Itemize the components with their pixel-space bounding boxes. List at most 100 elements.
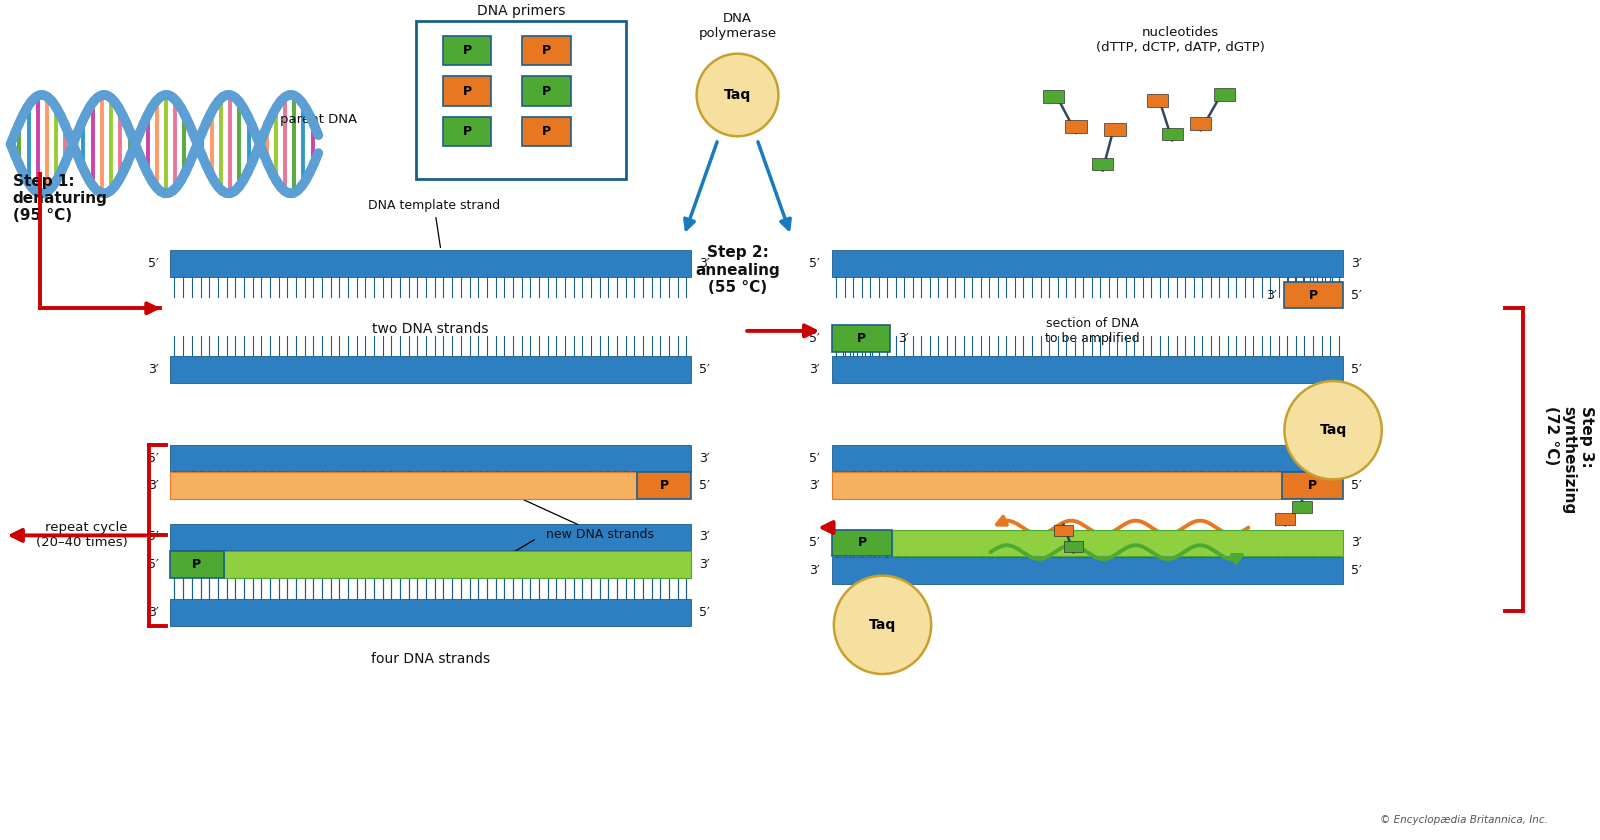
Text: 3′: 3′ xyxy=(147,606,158,619)
Text: 5′: 5′ xyxy=(1350,480,1362,492)
Text: P: P xyxy=(1309,480,1317,492)
Bar xyxy=(170,356,691,383)
Text: section of DNA
to be amplified: section of DNA to be amplified xyxy=(1045,317,1141,345)
Text: Taq: Taq xyxy=(869,618,896,632)
Bar xyxy=(1214,88,1235,101)
Text: Taq: Taq xyxy=(1320,423,1347,437)
Text: 3′: 3′ xyxy=(810,480,821,492)
Text: 3′: 3′ xyxy=(147,363,158,376)
Text: © Encyclopædia Britannica, Inc.: © Encyclopædia Britannica, Inc. xyxy=(1381,816,1549,826)
Bar xyxy=(170,523,691,550)
Text: 5′: 5′ xyxy=(1350,564,1362,577)
Bar xyxy=(170,445,691,471)
Text: P: P xyxy=(542,85,552,97)
Text: P: P xyxy=(462,85,472,97)
Text: DNA
polymerase: DNA polymerase xyxy=(699,12,776,39)
Text: P: P xyxy=(858,536,867,549)
Text: 5′: 5′ xyxy=(810,257,821,270)
Text: Step 2:
annealing
(55 °C): Step 2: annealing (55 °C) xyxy=(694,245,779,295)
Bar xyxy=(443,117,491,146)
Bar xyxy=(1064,540,1083,553)
Bar xyxy=(170,599,691,626)
Bar xyxy=(523,36,571,66)
Bar xyxy=(443,76,491,106)
Text: nucleotides
(dTTP, dCTP, dATP, dGTP): nucleotides (dTTP, dCTP, dATP, dGTP) xyxy=(1096,26,1264,54)
Text: 5′: 5′ xyxy=(1350,363,1362,376)
Text: repeat cycle
(20–40 times): repeat cycle (20–40 times) xyxy=(35,522,128,549)
Circle shape xyxy=(696,54,778,136)
Text: DNA template strand: DNA template strand xyxy=(368,199,501,248)
Bar xyxy=(832,445,1342,471)
Bar xyxy=(170,551,224,578)
Bar xyxy=(1054,525,1074,537)
Text: P: P xyxy=(542,45,552,57)
Bar xyxy=(170,250,691,277)
Bar xyxy=(1275,513,1294,525)
FancyBboxPatch shape xyxy=(416,21,626,179)
Bar xyxy=(1190,118,1211,130)
Text: 5′: 5′ xyxy=(1350,288,1362,302)
Text: 3′: 3′ xyxy=(1266,288,1277,302)
Bar xyxy=(224,551,691,578)
Text: 5′: 5′ xyxy=(147,530,158,543)
Text: P: P xyxy=(542,125,552,138)
Text: 3′: 3′ xyxy=(699,530,709,543)
Text: 3′: 3′ xyxy=(147,480,158,492)
Bar xyxy=(1293,501,1312,512)
Text: 3′: 3′ xyxy=(1350,257,1362,270)
Text: P: P xyxy=(659,480,669,492)
Text: 3′: 3′ xyxy=(699,257,709,270)
Bar xyxy=(1066,120,1086,133)
Text: 5′: 5′ xyxy=(699,480,709,492)
Bar xyxy=(637,472,691,499)
Bar xyxy=(1091,158,1114,171)
Text: P: P xyxy=(192,558,202,571)
Text: 3′: 3′ xyxy=(810,564,821,577)
Text: 5′: 5′ xyxy=(147,558,158,571)
Text: P: P xyxy=(462,125,472,138)
Text: 5′: 5′ xyxy=(699,363,709,376)
Bar xyxy=(443,36,491,66)
Bar xyxy=(1283,472,1342,499)
Text: two DNA strands: two DNA strands xyxy=(373,322,488,336)
Bar xyxy=(523,76,571,106)
Text: 5′: 5′ xyxy=(147,452,158,465)
Circle shape xyxy=(834,575,931,674)
Text: four DNA strands: four DNA strands xyxy=(371,653,490,666)
Text: Step 1:
denaturing
(95 °C): Step 1: denaturing (95 °C) xyxy=(13,174,107,223)
Bar xyxy=(523,117,571,146)
Bar xyxy=(832,557,1342,584)
Text: 5′: 5′ xyxy=(810,452,821,465)
Bar xyxy=(832,529,893,556)
Text: Step 3:
synthesizing
(72 °C): Step 3: synthesizing (72 °C) xyxy=(1544,406,1594,514)
Text: 3′: 3′ xyxy=(699,558,709,571)
Text: 5′: 5′ xyxy=(699,606,709,619)
Bar xyxy=(1043,90,1064,102)
Text: P: P xyxy=(462,45,472,57)
Text: 3′: 3′ xyxy=(810,363,821,376)
Bar xyxy=(1285,281,1342,308)
Text: Taq: Taq xyxy=(723,88,750,102)
Text: 5′: 5′ xyxy=(810,332,821,344)
Bar xyxy=(1147,94,1168,107)
Text: parent DNA: parent DNA xyxy=(280,113,357,126)
Bar xyxy=(832,250,1342,277)
Text: P: P xyxy=(856,332,866,344)
Bar xyxy=(170,472,637,499)
Bar xyxy=(832,472,1283,499)
Bar xyxy=(832,325,890,352)
Text: 3′: 3′ xyxy=(898,332,909,344)
Text: 3′: 3′ xyxy=(1350,536,1362,549)
Bar xyxy=(1104,123,1126,136)
Bar xyxy=(893,529,1342,556)
Text: P: P xyxy=(1309,288,1318,302)
Text: new DNA strands: new DNA strands xyxy=(496,487,654,541)
Text: 3′: 3′ xyxy=(1350,452,1362,465)
Text: 3′: 3′ xyxy=(699,452,709,465)
Text: 5′: 5′ xyxy=(810,536,821,549)
Text: 5′: 5′ xyxy=(147,257,158,270)
Text: DNA primers: DNA primers xyxy=(477,4,565,18)
Bar xyxy=(1162,128,1182,140)
Circle shape xyxy=(1285,381,1382,480)
Bar xyxy=(832,356,1342,383)
